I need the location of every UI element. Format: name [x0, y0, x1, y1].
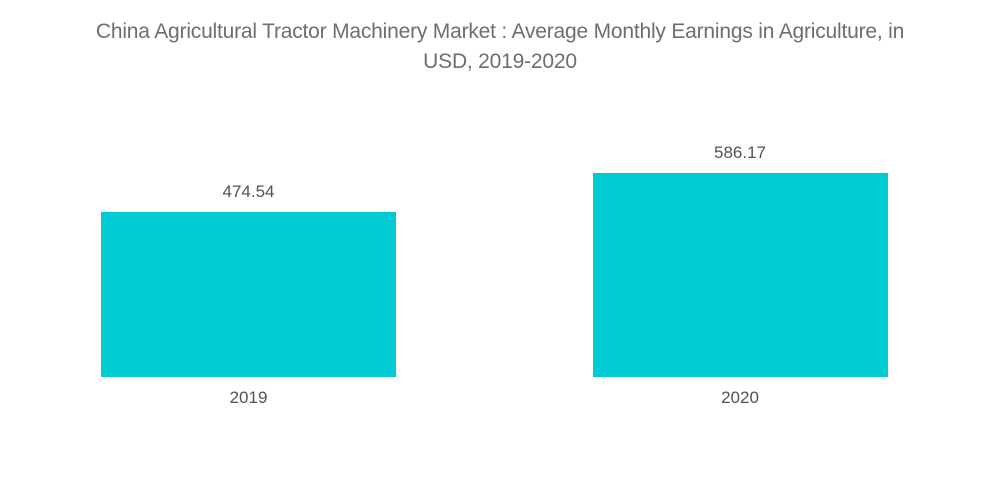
category-label-2020: 2020	[721, 388, 759, 407]
category-label-2019: 2019	[229, 388, 268, 407]
chart-title-line2: USD, 2019-2020	[423, 50, 577, 73]
chart-title: China Agricultural Tractor Machinery Mar…	[0, 17, 1000, 77]
bar-2019[interactable]	[101, 212, 396, 377]
chart-title-line1: China Agricultural Tractor Machinery Mar…	[95, 20, 905, 43]
bar-value-label-2020: 586.17	[714, 143, 766, 162]
bar-value-label-2019: 474.54	[222, 182, 275, 201]
bar-2020[interactable]	[592, 173, 888, 377]
